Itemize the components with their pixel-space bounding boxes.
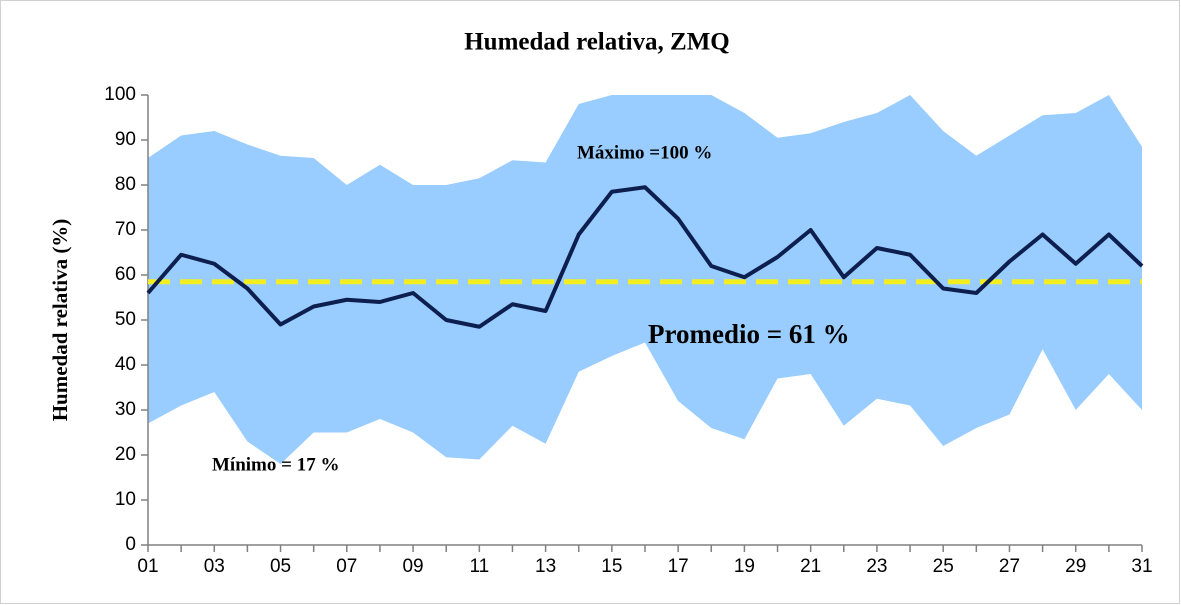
x-tick-label: 31	[1131, 556, 1152, 577]
x-tick-label: 19	[734, 556, 755, 577]
y-tick-label: 30	[115, 399, 136, 420]
x-tick-label: 27	[999, 556, 1020, 577]
y-tick-label: 10	[115, 489, 136, 510]
x-tick-label: 11	[469, 556, 489, 577]
y-axis-label: Humedad relativa (%)	[48, 219, 72, 422]
x-tick-label: 17	[668, 556, 689, 577]
y-tick-label: 90	[115, 129, 136, 150]
annotation: Promedio = 61 %	[648, 319, 850, 349]
y-tick-label: 80	[115, 174, 136, 195]
mean-line	[146, 185, 1144, 329]
y-tick-label: 0	[125, 534, 136, 555]
x-tick-label: 29	[1065, 556, 1086, 577]
y-tick-label: 60	[115, 264, 136, 285]
y-tick-label: 20	[115, 444, 136, 465]
x-tick-label: 21	[800, 556, 821, 577]
x-tick-label: 05	[270, 556, 291, 577]
x-tick-label: 13	[535, 556, 556, 577]
x-tick-label: 03	[204, 556, 225, 577]
chart-title: Humedad relativa, ZMQ	[464, 29, 730, 56]
x-tick-label: 15	[601, 556, 622, 577]
y-tick-label: 40	[115, 354, 136, 375]
y-tick-label: 70	[115, 219, 136, 240]
x-tick-label: 09	[402, 556, 423, 577]
annotation: Mínimo = 17 %	[212, 454, 339, 475]
x-tick-label: 25	[933, 556, 954, 577]
annotation: Máximo =100 %	[577, 142, 712, 163]
min-area	[148, 342, 1142, 545]
y-tick-label: 100	[104, 84, 136, 105]
x-tick-label: 23	[866, 556, 887, 577]
y-tick-label: 50	[115, 309, 136, 330]
x-tick-label: 01	[137, 556, 158, 577]
x-tick-label: 07	[336, 556, 357, 577]
